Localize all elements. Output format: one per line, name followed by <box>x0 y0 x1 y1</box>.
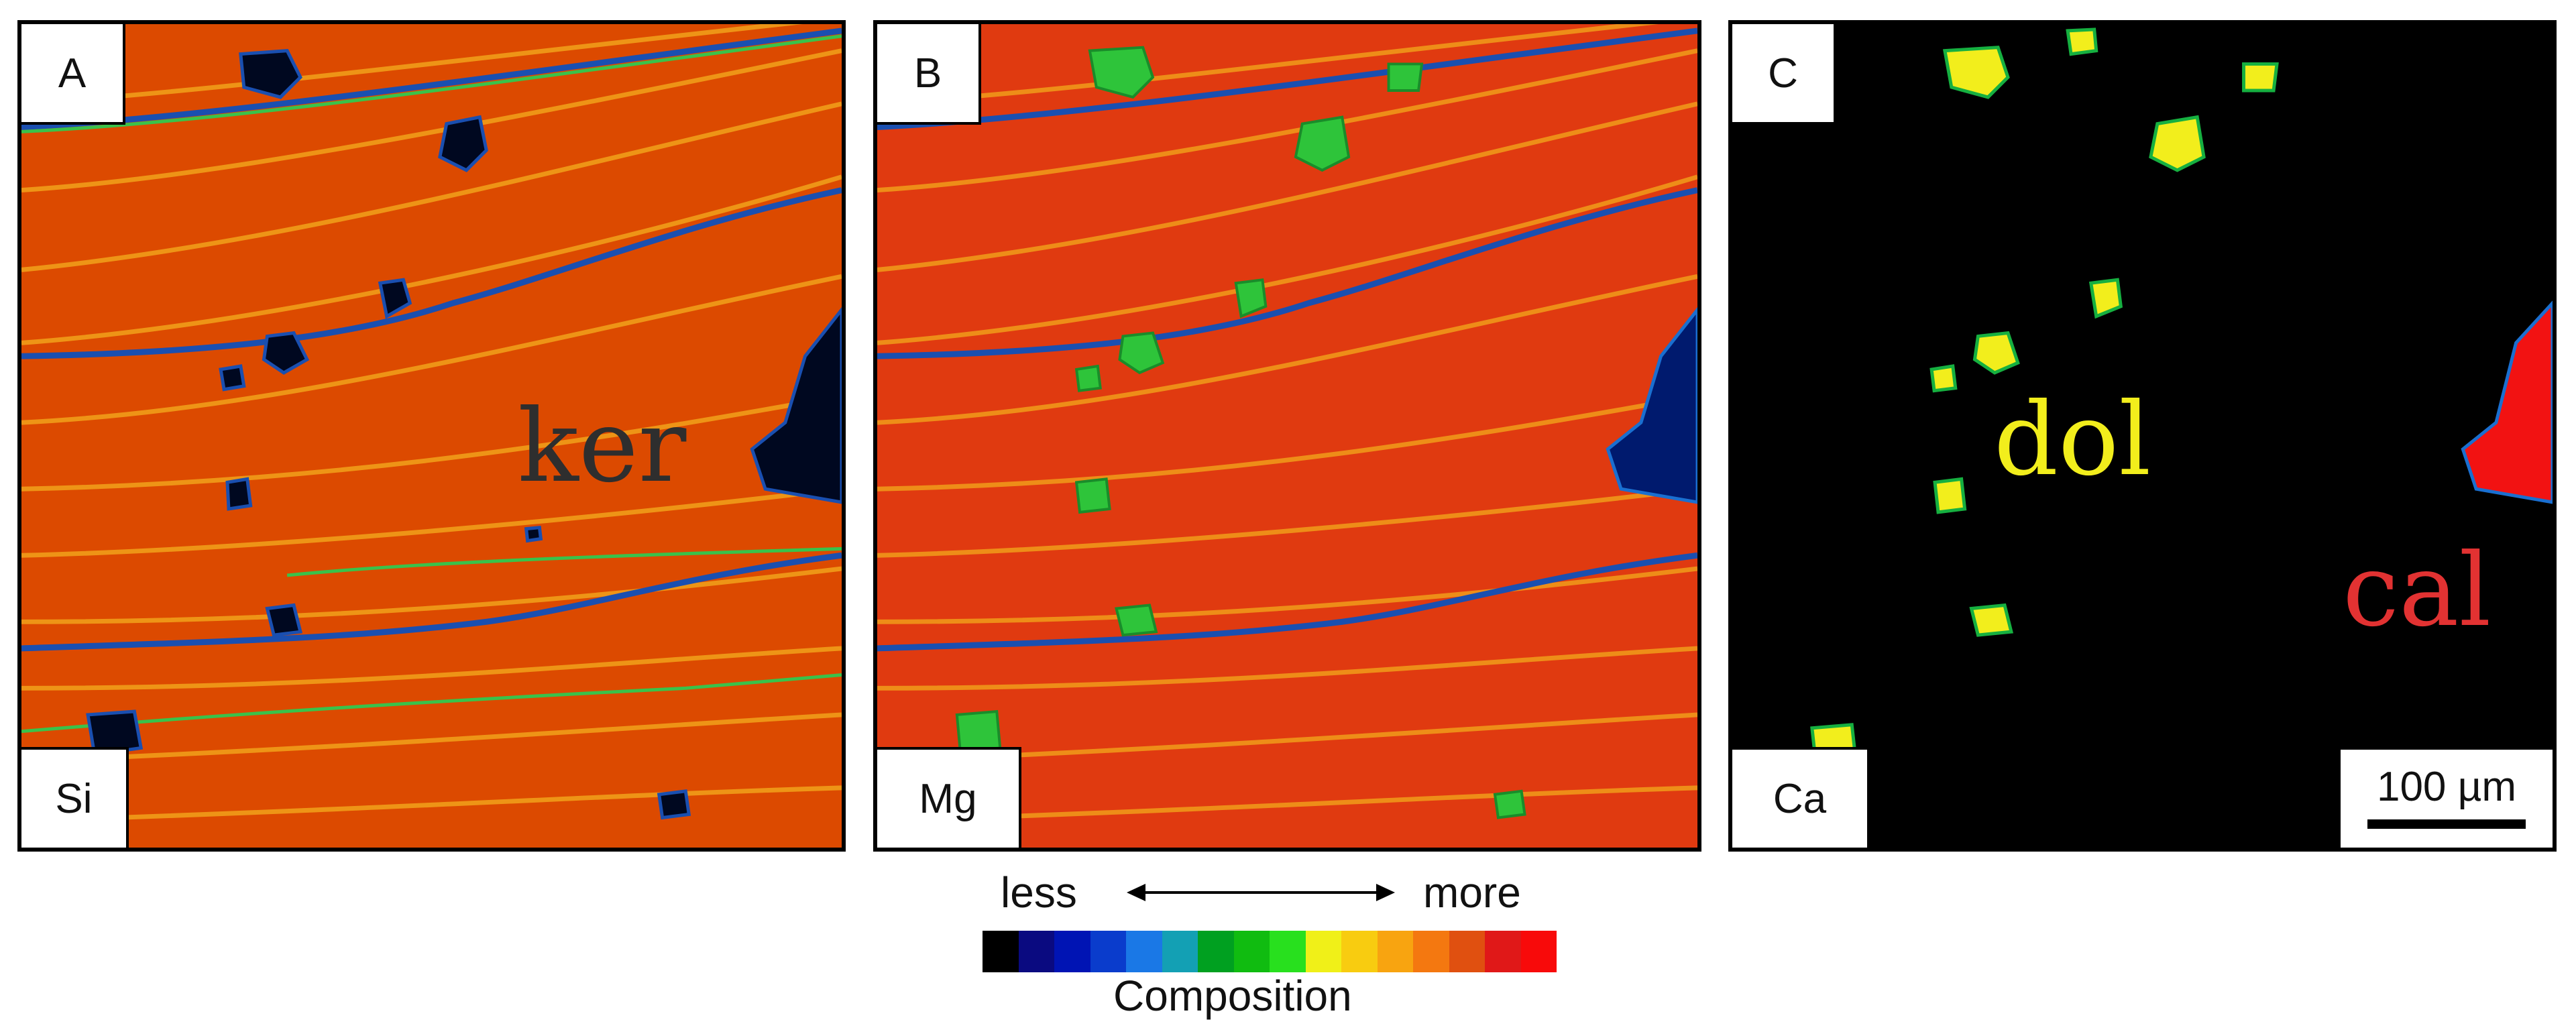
colorbar-swatch <box>1449 931 1485 972</box>
scale-bar-line <box>2367 819 2526 829</box>
mineral-label-ker: ker <box>518 388 687 505</box>
legend-less-label: less <box>1001 868 1077 917</box>
composition-colorbar <box>983 931 1557 972</box>
panel-c-letter: C <box>1732 24 1836 125</box>
panel-a-element-label: Si <box>21 747 129 848</box>
panel-b-mg-map: B Mg <box>873 20 1701 852</box>
panel-c-ca-map: C Ca dol cal 100 µm <box>1728 20 2557 852</box>
colorbar-swatch <box>1341 931 1378 972</box>
colorbar-swatch <box>1198 931 1234 972</box>
si-map-image <box>21 24 842 848</box>
scale-bar: 100 µm <box>2338 747 2553 848</box>
colorbar-swatch <box>1377 931 1413 972</box>
colorbar-swatch <box>1305 931 1341 972</box>
colorbar-swatch <box>1126 931 1162 972</box>
colorbar-swatch <box>1090 931 1126 972</box>
panel-c-element-label: Ca <box>1732 747 1870 848</box>
double-arrow-icon <box>1127 884 1395 901</box>
mg-map-image <box>877 24 1697 848</box>
colorbar-swatch <box>1413 931 1449 972</box>
colorbar-swatch <box>1485 931 1521 972</box>
legend-title: Composition <box>1113 972 1352 1020</box>
mineral-label-cal: cal <box>2343 532 2491 649</box>
panel-a-letter: A <box>21 24 125 125</box>
legend-more-label: more <box>1423 868 1521 917</box>
colorbar-swatch <box>983 931 1019 972</box>
scale-bar-label: 100 µm <box>2376 764 2517 810</box>
panel-a-si-map: A Si ker <box>17 20 846 852</box>
colorbar-swatch <box>1162 931 1198 972</box>
ca-map-image <box>1732 24 2553 848</box>
panel-b-letter: B <box>877 24 981 125</box>
colorbar-swatch <box>1233 931 1270 972</box>
colorbar-swatch <box>1270 931 1306 972</box>
mineral-label-dol: dol <box>1994 382 2151 498</box>
colorbar-swatch <box>1520 931 1557 972</box>
panel-b-element-label: Mg <box>877 747 1021 848</box>
colorbar-swatch <box>1018 931 1054 972</box>
colorbar-swatch <box>1054 931 1090 972</box>
